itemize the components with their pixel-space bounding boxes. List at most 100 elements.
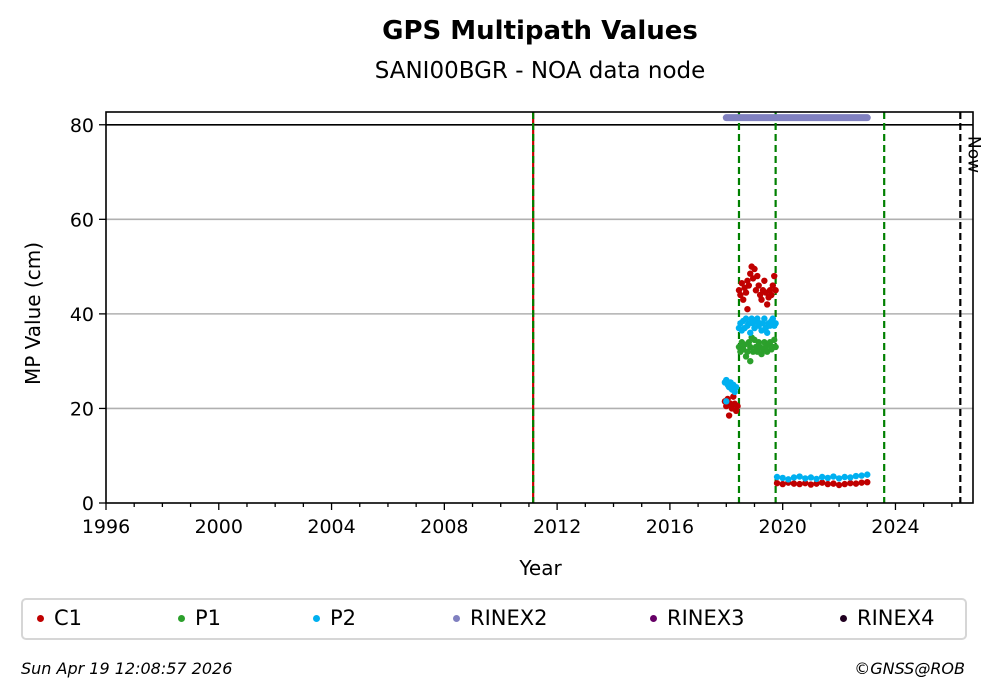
data-point-c1 <box>738 279 745 287</box>
data-point-p2 <box>830 473 837 480</box>
data-point-c1 <box>818 479 826 486</box>
plot-frame <box>105 111 974 504</box>
x-tick-label: 2024 <box>871 516 919 538</box>
legend-label: C1 <box>54 606 83 630</box>
legend-label: P2 <box>330 606 357 630</box>
data-point-p1 <box>747 343 754 351</box>
data-point-p1 <box>771 336 778 344</box>
data-point-p2 <box>747 329 754 336</box>
data-point-p2 <box>852 472 860 480</box>
x-tick-label: 2016 <box>646 516 694 538</box>
legend-marker-icon <box>313 614 320 622</box>
data-point-c1 <box>758 296 765 303</box>
x-tick-label: 2004 <box>307 516 355 538</box>
legend-label: RINEX2 <box>470 606 548 630</box>
data-point-c1 <box>772 287 779 294</box>
data-point-p2 <box>841 473 848 481</box>
data-point-c1 <box>852 480 860 487</box>
chart-subtitle: SANI00BGR - NOA data node <box>374 58 706 84</box>
legend-marker-icon <box>650 614 657 622</box>
x-tick-label: 2012 <box>533 516 581 538</box>
x-axis-label: Year <box>518 556 562 580</box>
legend-marker-icon <box>37 614 44 622</box>
legend: C1 P1 P2 RINEX2 RINEX3 RINEX4 <box>21 598 967 640</box>
legend-marker-icon <box>840 614 847 622</box>
data-point-c1 <box>763 301 771 308</box>
data-point-p1 <box>744 348 751 355</box>
data-point-c1 <box>779 480 786 488</box>
data-point-c1 <box>761 277 768 284</box>
data-point-c1 <box>790 480 798 487</box>
legend-item-rinex3: RINEX3 <box>650 606 745 630</box>
legend-label: RINEX4 <box>857 606 935 630</box>
data-point-c1 <box>864 478 871 486</box>
data-point-c1 <box>752 287 760 294</box>
data-point-p2 <box>847 474 854 481</box>
data-point-p2 <box>761 315 768 322</box>
data-point-p2 <box>732 383 740 391</box>
data-point-p2 <box>796 473 803 480</box>
legend-label: RINEX3 <box>667 606 745 630</box>
timestamp: Sun Apr 19 12:08:57 2026 <box>21 659 233 678</box>
y-axis-label: MP Value (cm) <box>21 242 45 385</box>
data-point-c1 <box>813 480 820 487</box>
legend-marker-icon <box>178 614 185 622</box>
data-point-c1 <box>773 479 781 487</box>
data-point-c1 <box>847 479 854 487</box>
x-tick-label: 1996 <box>82 516 130 538</box>
data-point-p2 <box>858 472 865 479</box>
data-point-p2 <box>779 474 786 482</box>
data-point-p2 <box>773 473 781 481</box>
data-point-p2 <box>785 476 792 483</box>
data-point-c1 <box>737 291 744 299</box>
data-point-c1 <box>754 272 761 280</box>
legend-item-p1: P1 <box>178 606 221 630</box>
data-point-p2 <box>723 398 730 405</box>
legend-item-rinex2: RINEX2 <box>453 606 548 630</box>
data-point-p2 <box>772 320 779 327</box>
data-point-c1 <box>802 479 809 487</box>
data-point-p2 <box>802 475 809 482</box>
data-point-c1 <box>751 265 758 273</box>
x-tick-label: 2020 <box>759 516 807 538</box>
data-point-p2 <box>818 473 826 481</box>
y-tick-label: 80 <box>70 115 94 137</box>
chart-title: GPS Multipath Values <box>382 16 698 46</box>
data-point-c1 <box>734 402 741 410</box>
y-tick-label: 20 <box>70 398 94 420</box>
x-tick-label: 2000 <box>195 516 243 538</box>
data-point-p2 <box>763 329 771 336</box>
data-point-p2 <box>824 474 831 482</box>
data-point-c1 <box>740 296 747 303</box>
data-point-c1 <box>725 412 733 419</box>
data-point-c1 <box>835 481 843 489</box>
data-point-p2 <box>790 474 798 481</box>
data-point-c1 <box>742 289 750 296</box>
y-tick-label: 40 <box>70 304 94 326</box>
legend-item-p2: P2 <box>313 606 356 630</box>
legend-marker-icon <box>453 614 460 622</box>
data-point-c1 <box>755 282 762 289</box>
data-point-p2 <box>813 475 820 483</box>
data-point-c1 <box>771 272 778 280</box>
data-point-p2 <box>807 474 815 481</box>
data-point-p2 <box>864 471 871 478</box>
data-point-c1 <box>769 282 777 289</box>
legend-item-c1: C1 <box>37 606 82 630</box>
y-tick-label: 0 <box>82 493 94 515</box>
data-point-c1 <box>824 480 831 488</box>
data-point-c1 <box>768 291 775 299</box>
data-point-c1 <box>807 481 815 488</box>
y-tick-label: 60 <box>70 209 94 231</box>
legend-item-rinex4: RINEX4 <box>840 606 935 630</box>
copyright: ©GNSS@ROB <box>854 659 965 678</box>
data-point-c1 <box>796 480 803 488</box>
data-point-c1 <box>858 479 865 486</box>
data-point-p2 <box>835 475 843 482</box>
data-point-c1 <box>830 480 837 487</box>
x-tick-label: 2008 <box>420 516 468 538</box>
data-point-p2 <box>754 315 761 322</box>
data-point-c1 <box>745 282 753 289</box>
data-point-c1 <box>841 480 848 488</box>
